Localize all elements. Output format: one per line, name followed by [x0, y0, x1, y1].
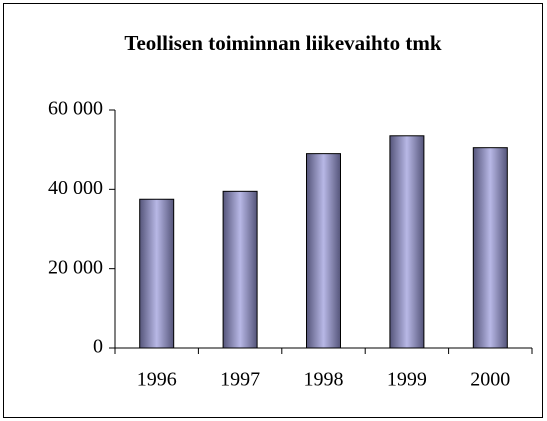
bar	[306, 153, 341, 349]
bar	[139, 198, 175, 349]
x-tick-label: 1999	[387, 369, 427, 391]
bar	[472, 147, 508, 349]
bar	[389, 135, 425, 349]
y-tick-label: 40 000	[48, 177, 103, 199]
x-tick-label: 1996	[137, 369, 177, 391]
y-tick-label: 60 000	[48, 98, 103, 120]
x-tick-label: 1997	[220, 369, 260, 391]
y-tick-label: 20 000	[48, 256, 103, 278]
x-tick-label: 2000	[470, 369, 510, 391]
chart-title: Teollisen toiminnan liikevaihto tmk	[124, 31, 442, 55]
x-tick-label: 1998	[304, 369, 344, 391]
bar	[222, 190, 258, 349]
chart-frame	[3, 3, 543, 418]
y-tick-label: 0	[93, 336, 103, 358]
